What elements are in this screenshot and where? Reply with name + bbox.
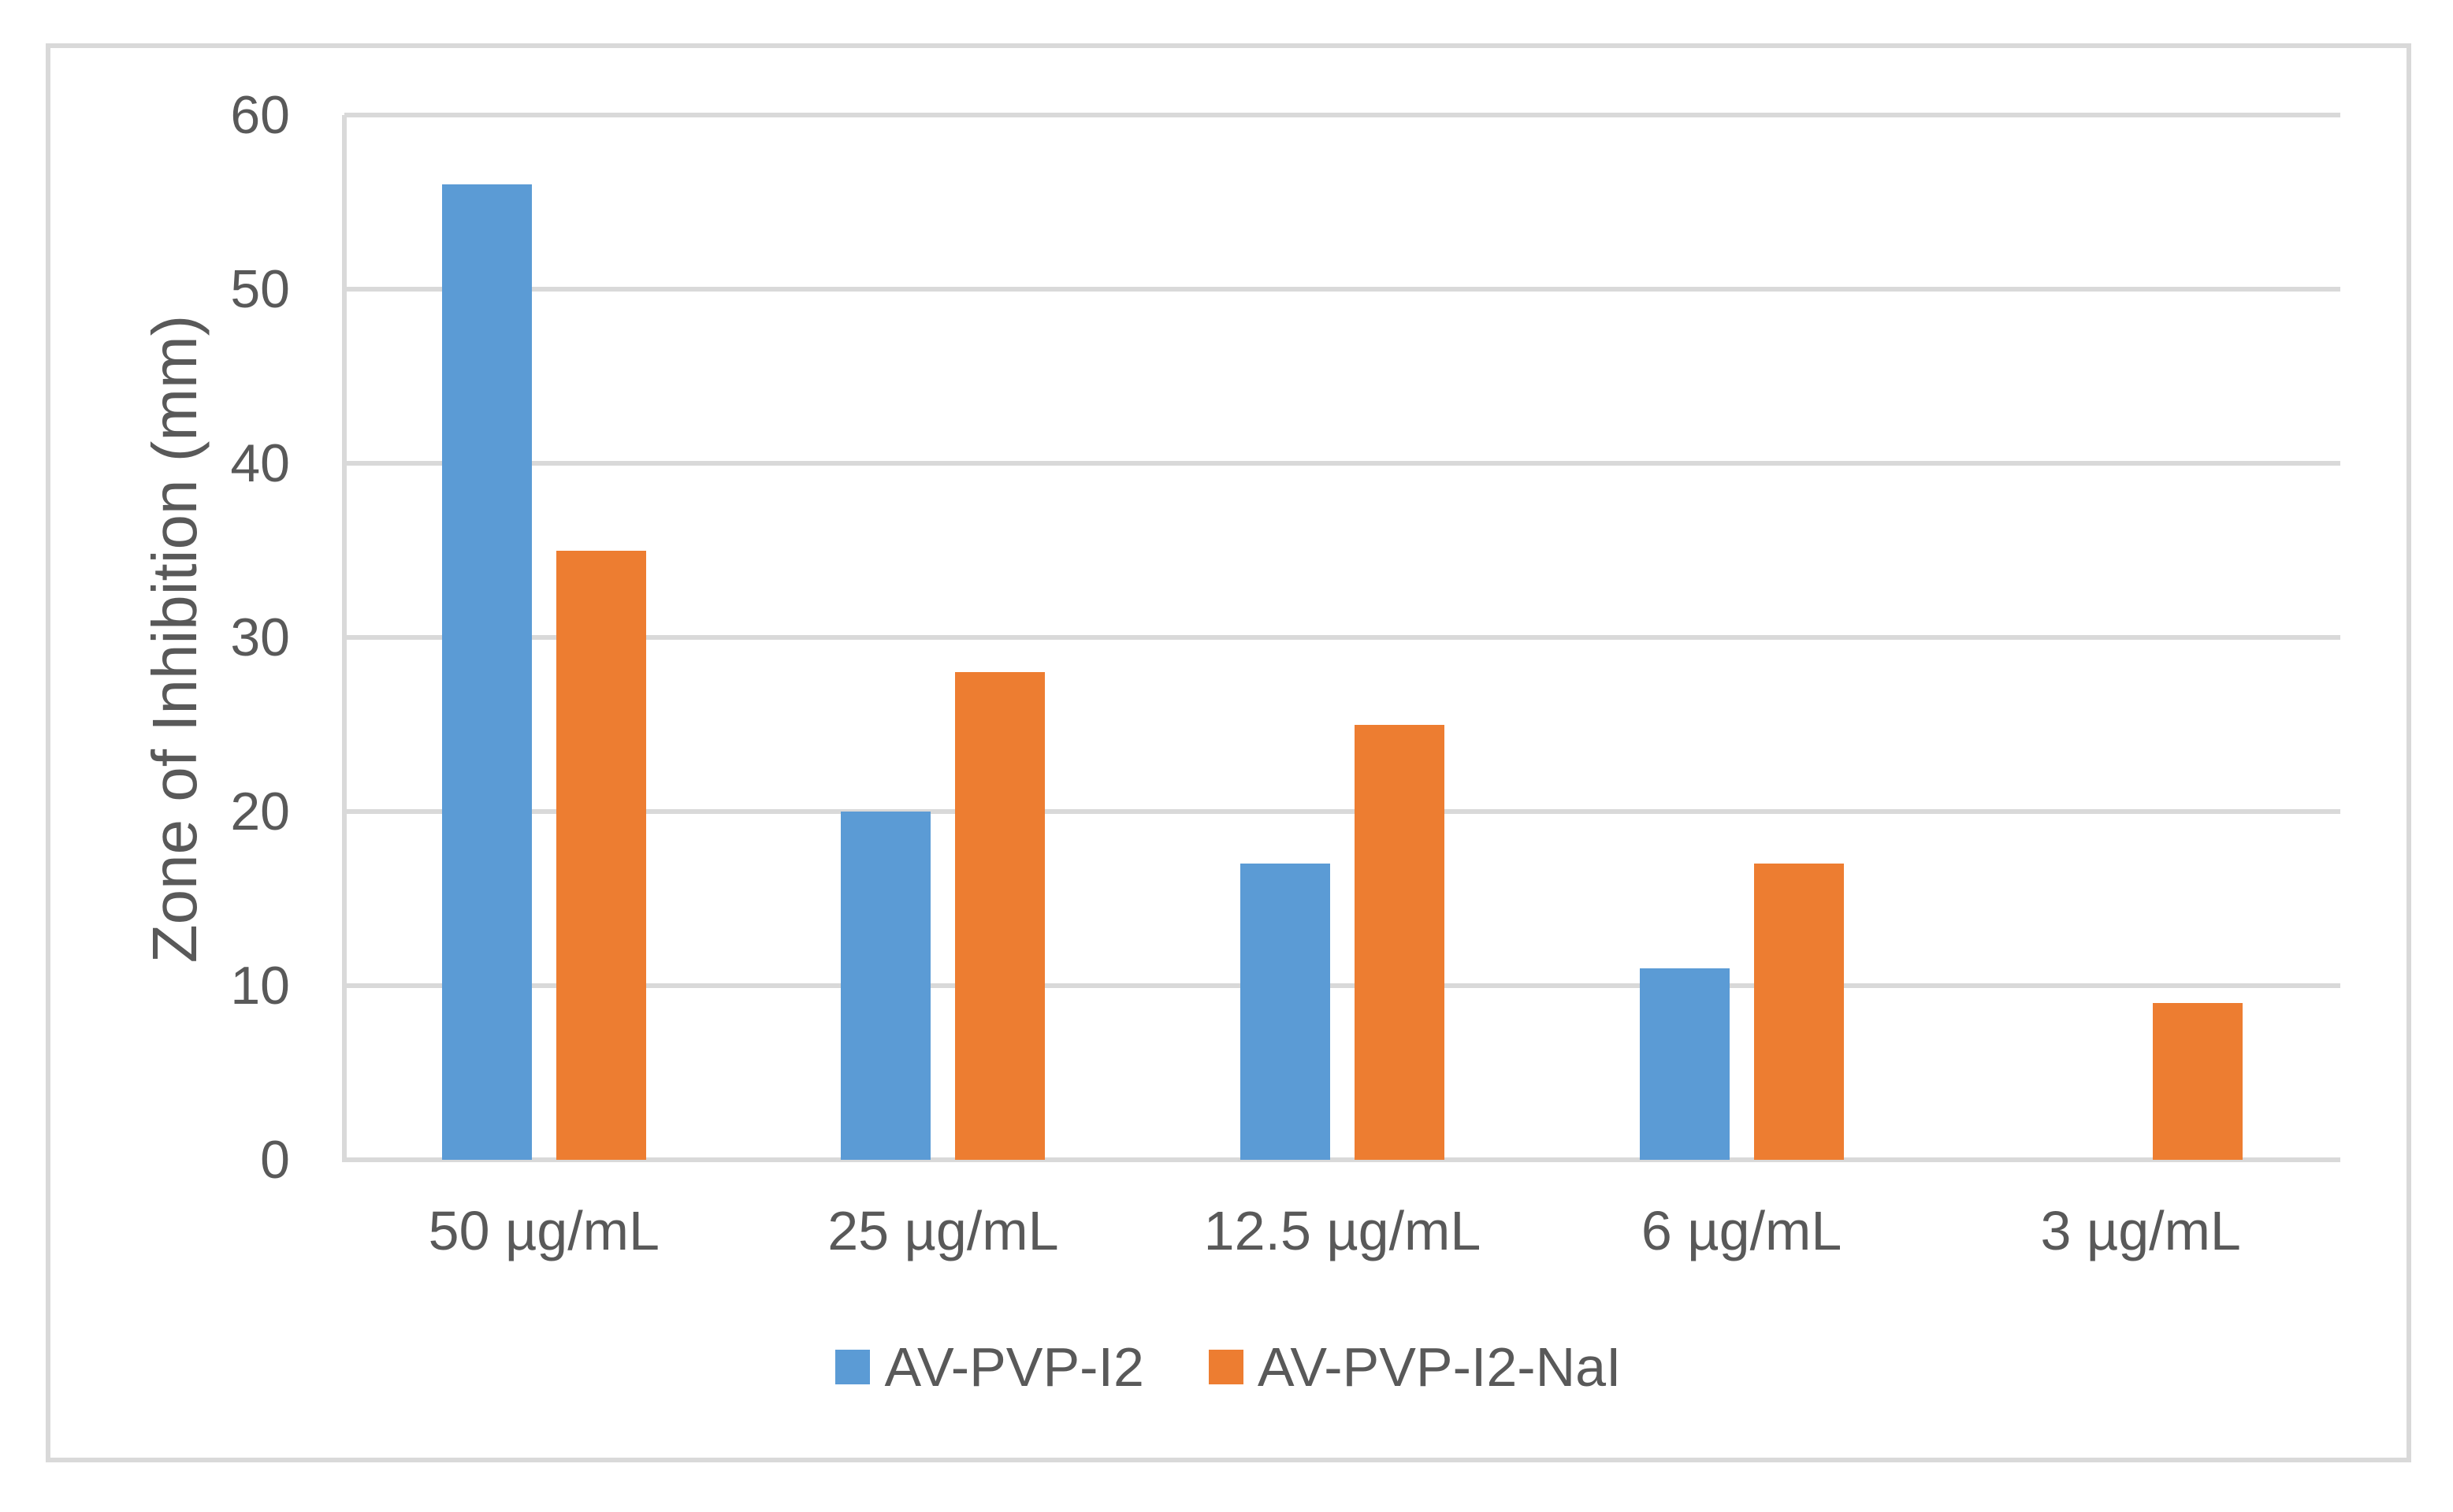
legend: AV-PVP-I2 AV-PVP-I2-NaI (46, 1339, 2411, 1395)
x-category-label-3: 12.5 µg/mL (1203, 1200, 1481, 1261)
bar-av-pvp-i2-6ugml (1640, 968, 1730, 1160)
x-category-label-4: 6 µg/mL (1641, 1200, 1842, 1261)
x-axis-line (344, 1157, 2340, 1162)
bar-av-pvp-i2-nai-25ugml (955, 672, 1045, 1160)
legend-label: AV-PVP-I2-NaI (1257, 1336, 1622, 1398)
legend-item-av-pvp-i2: AV-PVP-I2 (835, 1336, 1144, 1398)
gridline-50 (344, 287, 2340, 292)
legend-swatch-icon (835, 1350, 871, 1384)
gridline-40 (344, 461, 2340, 466)
gridline-60 (344, 113, 2340, 117)
y-tick-label-20: 20 (230, 782, 290, 841)
y-axis-line (342, 115, 347, 1162)
y-tick-label-10: 10 (230, 956, 290, 1016)
y-tick-label-50: 50 (230, 259, 290, 319)
legend-label: AV-PVP-I2 (884, 1336, 1144, 1398)
bar-av-pvp-i2-25ugml (841, 812, 931, 1160)
gridline-30 (344, 635, 2340, 640)
bar-av-pvp-i2-50ugml (442, 184, 532, 1160)
bar-av-pvp-i2-nai-6ugml (1754, 864, 1844, 1160)
y-tick-label-40: 40 (230, 433, 290, 493)
y-tick-label-60: 60 (230, 85, 290, 145)
bar-av-pvp-i2-nai-50ugml (556, 550, 646, 1160)
legend-item-av-pvp-i2-nai: AV-PVP-I2-NaI (1208, 1336, 1622, 1398)
x-category-label-5: 3 µg/mL (2040, 1200, 2241, 1261)
bar-av-pvp-i2-nai-3ugml (2153, 1003, 2243, 1160)
gridline-10 (344, 983, 2340, 988)
bar-av-pvp-i2-nai-12.5ugml (1355, 724, 1444, 1160)
legend-swatch-icon (1208, 1350, 1243, 1384)
y-tick-label-30: 30 (230, 607, 290, 667)
chart-frame (46, 43, 2411, 1462)
y-tick-label-0: 0 (260, 1130, 290, 1190)
bar-av-pvp-i2-12.5ugml (1240, 864, 1330, 1160)
plot-area (344, 113, 2340, 1162)
x-category-label-2: 25 µg/mL (827, 1200, 1059, 1261)
x-category-label-1: 50 µg/mL (428, 1200, 660, 1261)
gridline-20 (344, 809, 2340, 814)
